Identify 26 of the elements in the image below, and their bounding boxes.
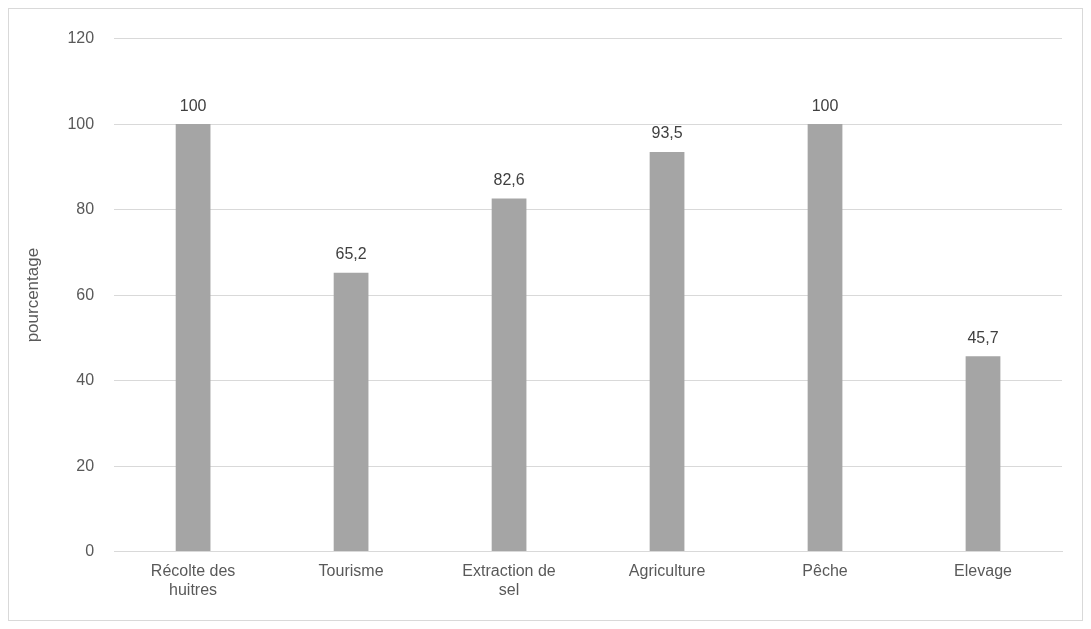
data-label: 65,2 [335,245,367,263]
x-tick-label: Récolte des huitres [150,561,236,598]
bar [333,272,369,552]
bar [807,124,843,552]
y-tick-label: 40 [76,371,95,389]
bar [491,198,527,552]
bar [175,124,211,552]
y-tick-label: 20 [76,456,95,474]
data-label: 93,5 [651,124,683,142]
x-tick-label: Extraction de sel [462,561,556,598]
y-tick-label: 80 [76,200,95,218]
data-label: 100 [811,96,839,114]
x-tick-label: Agriculture [628,561,706,579]
x-tick-label: Tourisme [318,561,384,579]
data-label: 82,6 [493,170,525,188]
x-tick-label: Elevage [954,561,1013,579]
bar [649,151,685,552]
y-tick-label: 0 [85,542,95,560]
x-tick-label: Pêche [802,561,848,579]
data-label: 100 [179,96,207,114]
y-tick-label: 100 [67,114,95,132]
y-axis-title: pourcentage [22,247,42,343]
y-tick-label: 120 [67,29,95,47]
bar [965,356,1001,552]
y-tick-label: 60 [76,285,95,303]
data-label: 45,7 [967,328,999,346]
